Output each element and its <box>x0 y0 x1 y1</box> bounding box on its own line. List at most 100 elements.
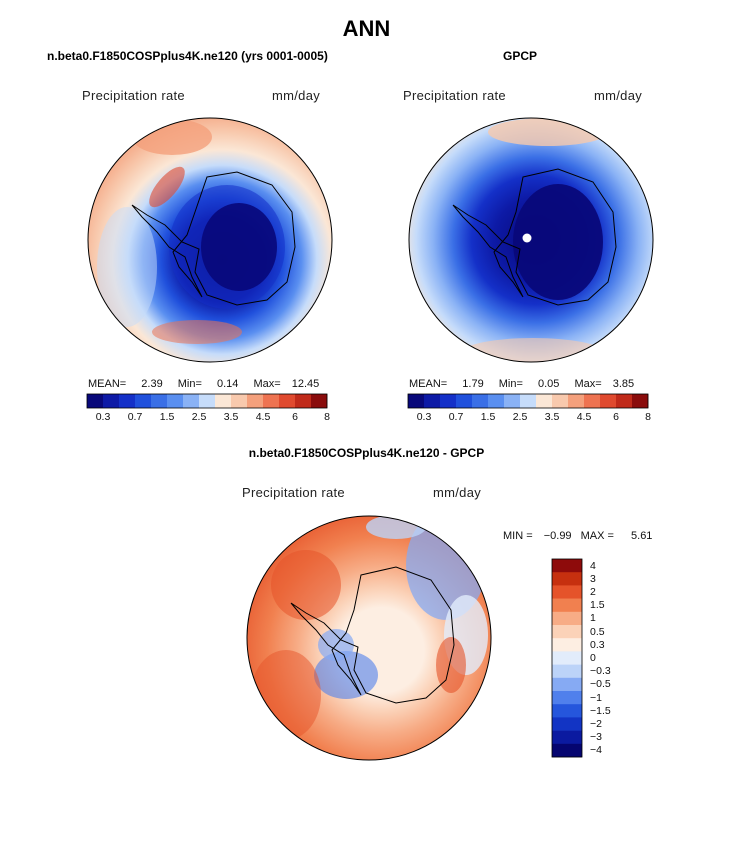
panel3-polar-map <box>246 515 492 761</box>
panel1-colorbar-cell <box>311 394 328 408</box>
panel1-colorbar-tick-label: 6 <box>292 411 298 423</box>
panel1-colorbar-border <box>86 393 328 409</box>
panel2-colorbar-cell <box>488 394 505 408</box>
panel2-colorbar-cell <box>440 394 457 408</box>
panel3-colorbar-cell <box>552 572 582 586</box>
panel1-colorbar-cell <box>167 394 184 408</box>
panel3-colorbar-cell <box>552 638 582 652</box>
panel1-colorbar-tick-label: 0.3 <box>95 411 111 423</box>
panel3-colorbar-tick-label: 4 <box>590 559 596 572</box>
panel3-colorbar-cell <box>552 625 582 639</box>
panel1-stats: MEAN= 2.39 Min= 0.14 Max= 12.45 <box>88 378 319 390</box>
panel2-colorbar-cell <box>616 394 633 408</box>
panel1-variable: Precipitation rate <box>82 88 185 103</box>
panel2-max-label: Max= <box>574 378 602 390</box>
panel2-colorbar-cell <box>552 394 569 408</box>
panel3-colorbar-cell <box>552 651 582 665</box>
pole-marker <box>522 233 532 243</box>
panel2-colorbar-cell <box>504 394 521 408</box>
panel3-colorbar-tick-label: −1.5 <box>590 704 611 717</box>
panel2-stats: MEAN= 1.79 Min= 0.05 Max= 3.85 <box>409 378 634 390</box>
panel1-units: mm/day <box>272 88 321 103</box>
panel1-colorbar-cell <box>183 394 200 408</box>
panel2-polar-map <box>408 117 654 363</box>
panel2-colorbar <box>407 393 649 409</box>
panel2-colorbar-cell <box>408 394 425 408</box>
panel2-variable: Precipitation rate <box>403 88 506 103</box>
panel1-min-value: 0.14 <box>216 378 239 390</box>
panel2-colorbar-cell <box>584 394 601 408</box>
panel1-max-label: Max= <box>253 378 281 390</box>
panel1-colorbar-cell <box>135 394 152 408</box>
panel1-colorbar-cell <box>279 394 296 408</box>
panel3-min-label: MIN = <box>503 530 533 542</box>
panel2-colorbar-tick-label: 6 <box>613 411 619 423</box>
panel1-colorbar-tick-label: 4.5 <box>255 411 271 423</box>
panel1-colorbar-cell <box>231 394 248 408</box>
panel2-colorbar-tick-label: 2.5 <box>512 411 528 423</box>
panel1-colorbar-tick-label: 2.5 <box>191 411 207 423</box>
panel3-colorbar-border <box>551 558 583 758</box>
panel3-colorbar-tick-label: −0.5 <box>590 678 611 691</box>
panel1-polar-map <box>87 117 333 363</box>
panel3-units: mm/day <box>433 485 482 500</box>
panel2-colorbar-ticks: 0.3 0.7 1.5 2.5 3.5 4.5 6 8 <box>408 411 651 425</box>
panel2-colorbar-tick-label: 1.5 <box>480 411 496 423</box>
panel3-title: n.beta0.F1850COSPplus4K.ne120 - GPCP <box>248 446 485 460</box>
panel3-colorbar-tick-label: −1 <box>590 691 602 704</box>
panel3-colorbar-cell <box>552 730 582 745</box>
panel3-colorbar-tick-label: 0 <box>590 652 596 664</box>
panel3-stats: MIN = −0.99 MAX = 5.61 <box>503 530 652 542</box>
panel2-colorbar-border <box>407 393 649 409</box>
panel3-colorbar-tick-label: 0.5 <box>590 625 605 638</box>
panel1-colorbar <box>86 393 328 409</box>
panel2-colorbar-tick-label: 0.7 <box>448 411 464 423</box>
panel1-colorbar-cell <box>119 394 136 408</box>
panel2-colorbar-tick-label: 4.5 <box>576 411 592 423</box>
panel3-colorbar-tick-label: −3 <box>590 731 602 744</box>
panel3-colorbar-cell <box>552 664 582 679</box>
panel3-colorbar-tick-label: 2 <box>590 586 596 598</box>
panel3-colorbar-cell <box>552 585 582 599</box>
panel3-min-value: −0.99 <box>543 530 572 542</box>
panel1-colorbar-cell <box>263 394 280 408</box>
panel1-colorbar-cell <box>103 394 120 408</box>
panel3-colorbar-cell <box>552 559 582 573</box>
panel3-colorbar-tick-label: −2 <box>590 718 602 730</box>
panel1-min-label: Min= <box>177 378 202 390</box>
panel3-variable: Precipitation rate <box>242 485 345 500</box>
panel2-colorbar-cell <box>456 394 473 408</box>
panel2-colorbar-cell <box>424 394 441 408</box>
panel2-mean-label: MEAN= <box>409 378 448 390</box>
panel1-colorbar-tick-label: 0.7 <box>127 411 143 423</box>
panel3-coastline <box>290 566 455 704</box>
panel1-colorbar-cell <box>87 394 104 408</box>
panel3-max-label: MAX = <box>580 530 614 542</box>
panel3-colorbar-cell <box>552 743 582 758</box>
panel2-colorbar-tick-label: 3.5 <box>544 411 560 423</box>
panel3-colorbar-ticks: 4 3 2 1.5 1 0.5 0.3 0 −0.3 −0.5 −1 −1.5 −2 −3 −4 <box>590 559 630 757</box>
panel2-max-value: 3.85 <box>612 378 635 390</box>
panel1-colorbar-tick-label: 3.5 <box>223 411 239 423</box>
panel2-coastline <box>452 168 617 306</box>
panel1-colorbar-cell <box>295 394 312 408</box>
panel2-min-value: 0.05 <box>537 378 560 390</box>
panel1-colorbar-cell <box>215 394 232 408</box>
panel2-colorbar-tick-label: 0.3 <box>416 411 432 423</box>
panel3-colorbar-tick-label: 3 <box>590 572 596 585</box>
panel3-colorbar-cell <box>552 717 582 731</box>
panel3-colorbar-cell <box>552 691 582 705</box>
panel3-colorbar-tick-label: −0.3 <box>590 665 611 678</box>
panel3-colorbar-tick-label: 1 <box>590 612 596 625</box>
panel1-max-value: 12.45 <box>291 378 320 390</box>
panel1-mean-label: MEAN= <box>88 378 127 390</box>
panel3-colorbar <box>551 558 583 758</box>
panel3-colorbar-tick-label: 0.3 <box>590 638 605 651</box>
panel1-coastline <box>131 171 296 306</box>
page-title: ANN <box>342 16 391 41</box>
panel2-colorbar-cell <box>472 394 489 408</box>
panel3-colorbar-cell <box>552 704 582 718</box>
panel2-colorbar-cell <box>536 394 553 408</box>
panel2-title: GPCP <box>503 49 538 63</box>
panel3-colorbar-tick-label: 1.5 <box>590 599 605 612</box>
